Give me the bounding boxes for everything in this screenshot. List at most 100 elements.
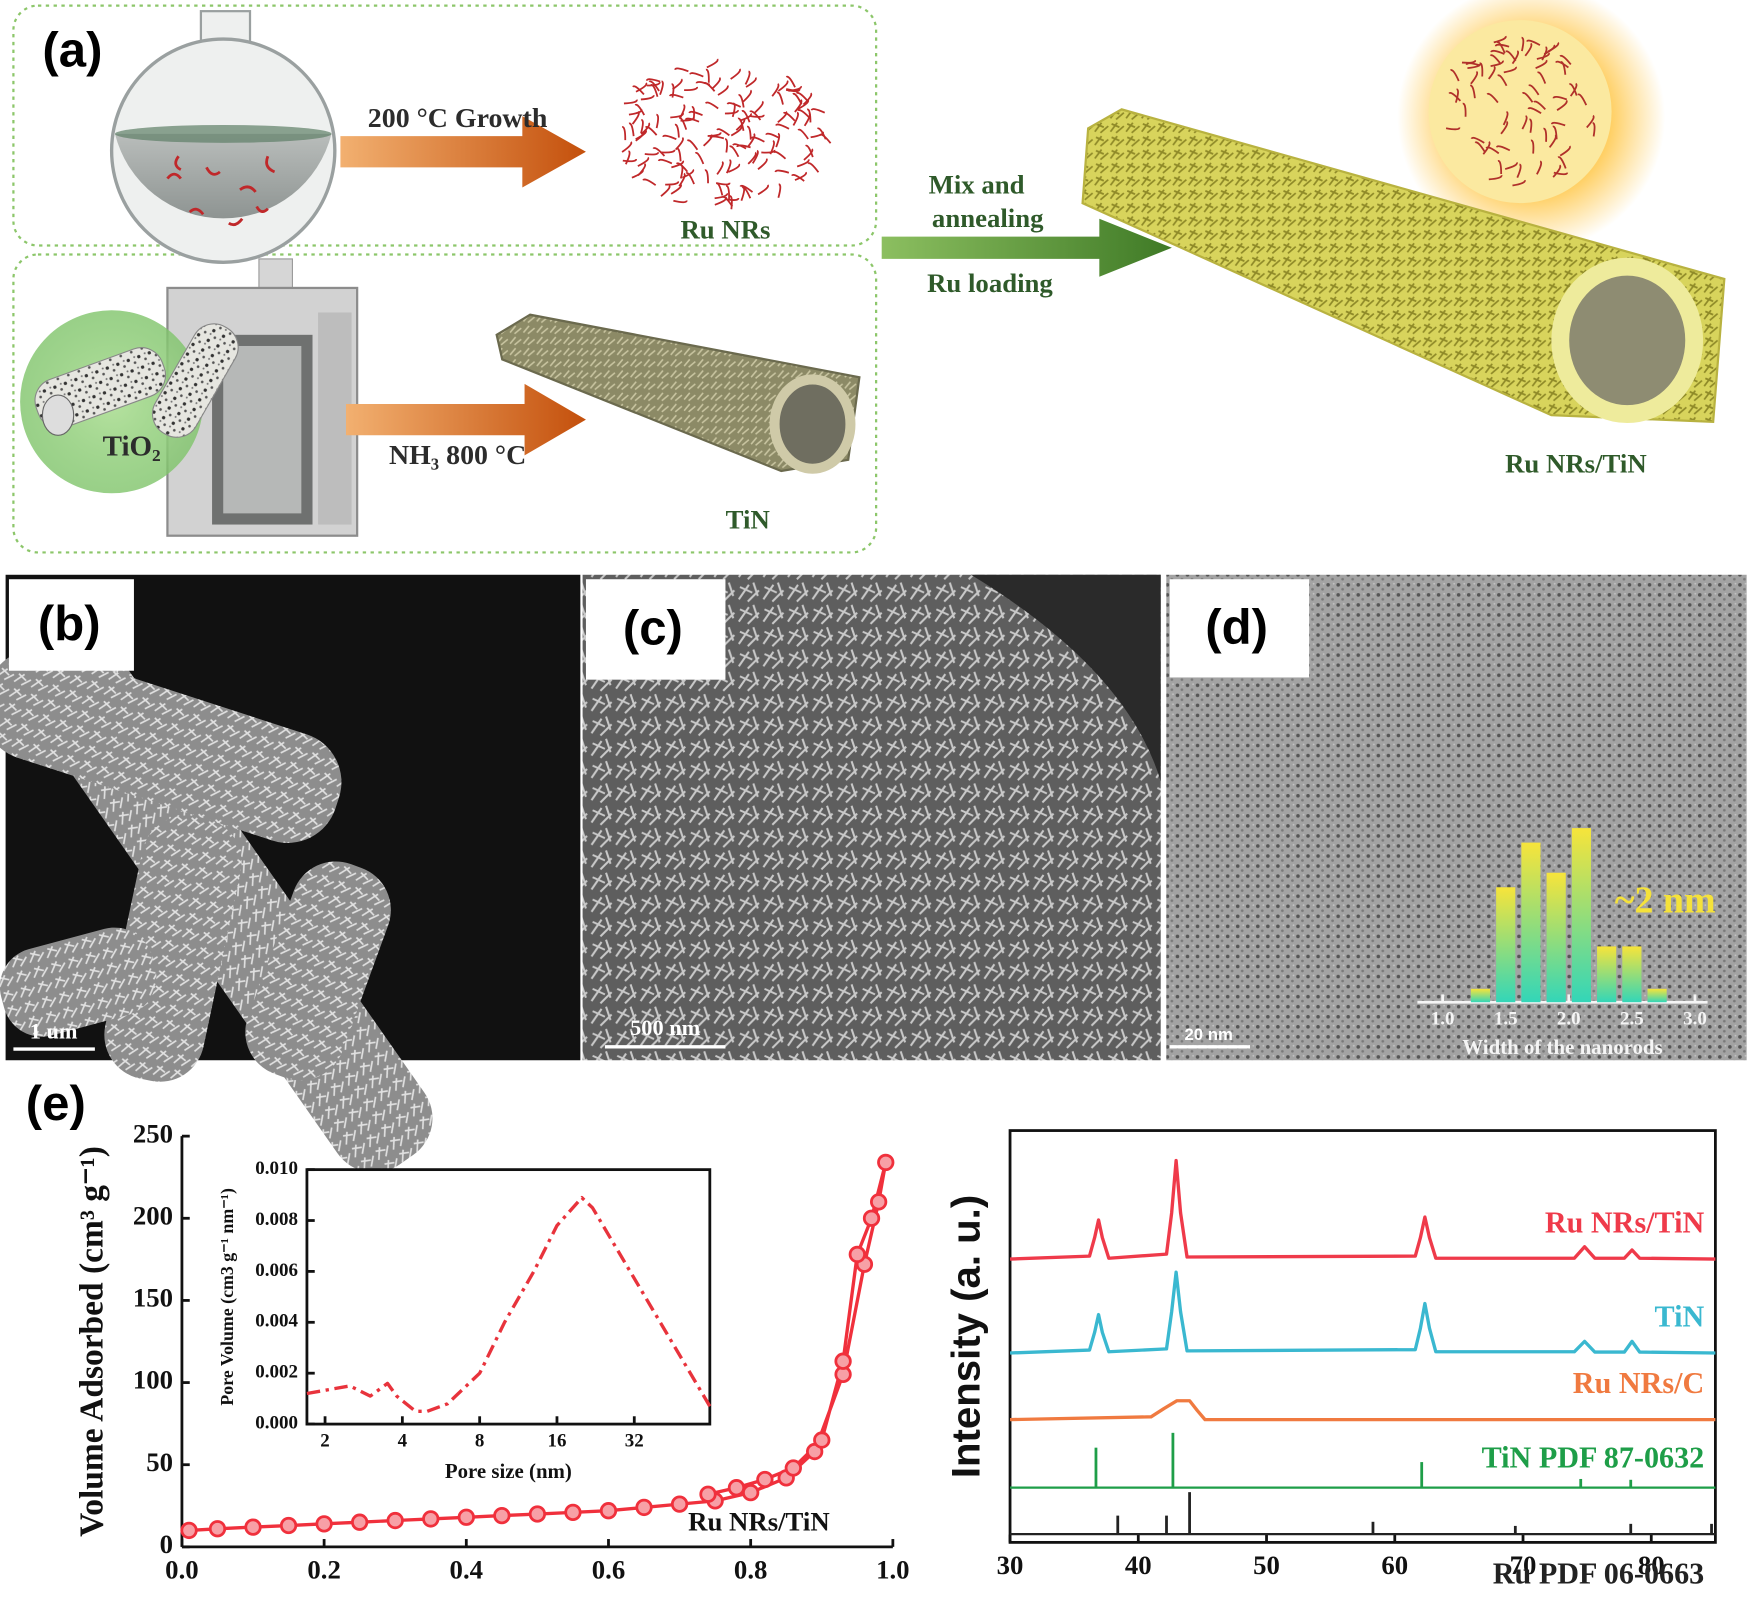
nanorod (746, 125, 752, 140)
x-axis-label: Width of the nanorods (1462, 1035, 1662, 1059)
nanorod (797, 128, 809, 140)
nanorod (819, 133, 832, 144)
nanorod (645, 78, 661, 83)
nanorod (1474, 141, 1486, 153)
nanorod (685, 172, 695, 185)
inset-background (206, 1169, 710, 1425)
nanorod (1533, 100, 1546, 110)
nanorod (631, 169, 644, 179)
nanorod (632, 85, 645, 96)
nanorod (679, 104, 686, 119)
nanorod (724, 197, 740, 201)
nanorod (1530, 139, 1535, 154)
nanorod (724, 138, 729, 153)
series-marker (244, 1518, 262, 1536)
series-marker (208, 1520, 227, 1538)
nanorod (757, 158, 768, 170)
label-box (8, 579, 134, 671)
nanorod (640, 122, 651, 135)
nanorod (1524, 42, 1533, 57)
nanorod (731, 102, 736, 118)
nanorod (732, 143, 747, 150)
series-marker (877, 1153, 895, 1172)
nanorod (785, 75, 796, 88)
x-tick-label: 2.5 (1620, 1009, 1644, 1030)
nanorod (684, 117, 700, 123)
x-axis-label: Pore size (nm) (445, 1459, 572, 1483)
nanorod (761, 149, 776, 154)
nanorod (782, 111, 796, 122)
flask (109, 10, 337, 264)
y-tick-label: 200 (133, 1200, 173, 1230)
nanorod (705, 68, 710, 83)
nanorod (1568, 83, 1578, 96)
scale-bar-label: 500 nm (630, 1015, 700, 1040)
nanorod (716, 182, 731, 186)
nanorod (739, 184, 754, 193)
nanorod (688, 110, 703, 117)
series-marker (493, 1506, 511, 1525)
nanorod (660, 184, 671, 197)
nanorod (1511, 50, 1520, 65)
step-label: NH₃ 800 °C (389, 440, 526, 471)
nanorod (1516, 163, 1522, 179)
nanorod (1470, 70, 1479, 85)
x-tick-label: 32 (625, 1430, 644, 1451)
y-tick-label: 0.010 (255, 1158, 298, 1179)
nanorod (675, 137, 684, 151)
nanorod (726, 102, 742, 108)
nanorod (706, 58, 719, 69)
series-marker (315, 1515, 333, 1533)
nanorod (714, 193, 729, 200)
nanorod (1556, 99, 1568, 111)
nanorod (802, 92, 813, 106)
scale-bar-label: 1 um (30, 1019, 78, 1044)
nanorod (775, 123, 790, 130)
nanorod (774, 169, 790, 174)
nanorod (1521, 92, 1534, 103)
chart: 1.0 1.5 2.0 2.5 3.0 Width of the nanorods ~2 n… (1417, 828, 1716, 1059)
nanorod (1526, 39, 1541, 46)
x-tick-label: 0.4 (450, 1554, 483, 1584)
nanorod (621, 126, 627, 141)
nanorod (792, 92, 803, 105)
product-label: TiN (726, 504, 770, 534)
nanorod (1497, 74, 1508, 87)
nanorod (652, 147, 666, 157)
nanorod (635, 129, 646, 142)
nanorod (1488, 65, 1496, 80)
series-marker (869, 1193, 888, 1211)
x-tick-label: 30 (997, 1550, 1024, 1580)
product-label: Ru NRs/TiN (1505, 449, 1647, 479)
nanorod (1479, 62, 1484, 77)
nanorod (703, 81, 716, 92)
material-label: TiO₂ (103, 430, 161, 462)
nanorod (795, 91, 809, 102)
nanorod (745, 76, 757, 88)
x-tick-label: 70 (1510, 1550, 1537, 1580)
arrow (881, 218, 1172, 277)
series-marker (386, 1511, 404, 1530)
nanorod (662, 134, 677, 141)
panel-c: (c) 500 nm (582, 574, 1161, 1061)
series-marker (699, 1485, 717, 1503)
nanorod (674, 67, 689, 73)
nanorod (1445, 127, 1461, 131)
nanorod (730, 125, 743, 137)
nanorod (642, 178, 657, 186)
nanorod (796, 158, 810, 168)
chart: 0.0 0.2 0.4 0.6 0.8 1.0 0 50 100 150 200 250 Volume … (74, 1118, 910, 1584)
x-tick-label: 1.0 (876, 1554, 909, 1584)
series-marker (599, 1502, 618, 1520)
nanorod (777, 110, 788, 124)
nanorod (1528, 84, 1540, 96)
nanorod (681, 169, 695, 179)
nanorod (661, 149, 676, 154)
series-line (1009, 1270, 1716, 1355)
nanorod (1527, 107, 1542, 115)
y-tick-label: 0.006 (255, 1260, 298, 1281)
nanorod (785, 89, 801, 93)
x-tick-label: 1.0 (1431, 1009, 1455, 1030)
ru-tin-tube (1081, 108, 1726, 424)
nanorod (714, 196, 728, 206)
